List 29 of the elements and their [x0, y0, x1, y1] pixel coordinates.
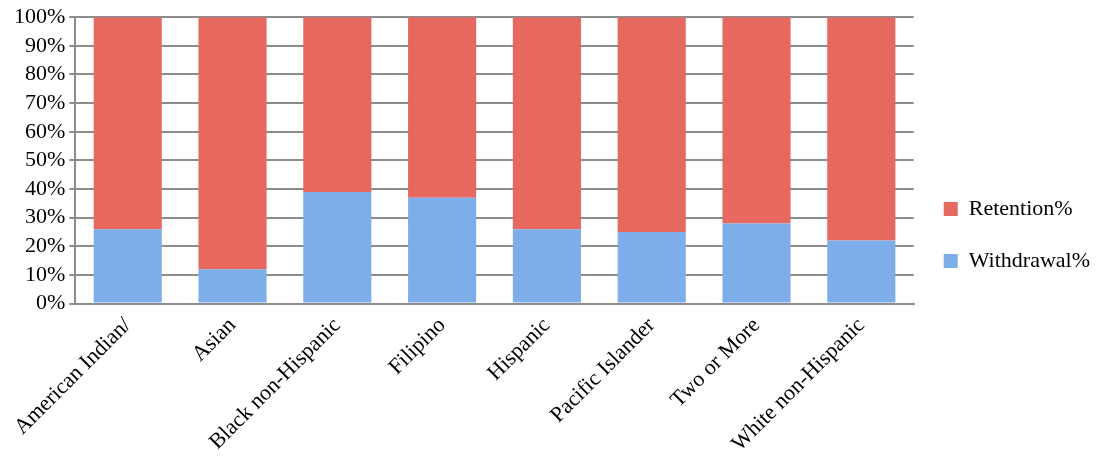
y-tick-label: 0%	[36, 289, 66, 315]
bar	[512, 17, 581, 230]
bar	[93, 17, 162, 230]
y-tick-label: 50%	[25, 146, 66, 172]
bar	[408, 197, 477, 303]
bar	[722, 223, 791, 303]
y-tick-label: 80%	[25, 60, 66, 86]
y-tick-label: 20%	[25, 232, 66, 258]
bar	[93, 229, 162, 303]
bar	[617, 232, 686, 303]
bar	[617, 17, 686, 233]
y-tick-label: 100%	[14, 2, 66, 28]
y-tick-label: 30%	[25, 203, 66, 229]
bar	[198, 17, 267, 270]
y-tick-label: 60%	[25, 117, 66, 143]
y-tick-label: 40%	[25, 174, 66, 200]
bar	[303, 17, 372, 192]
bar	[827, 240, 896, 303]
bar	[722, 17, 791, 224]
legend-label: Retention%	[968, 194, 1073, 220]
bar	[408, 17, 477, 198]
bar	[303, 191, 372, 303]
y-tick-label: 10%	[25, 260, 66, 286]
bar	[512, 229, 581, 303]
legend-label: Withdrawal%	[968, 246, 1091, 272]
bar	[827, 17, 896, 241]
bar	[198, 269, 267, 303]
y-tick-label: 70%	[25, 88, 66, 114]
y-tick-label: 90%	[25, 31, 66, 57]
